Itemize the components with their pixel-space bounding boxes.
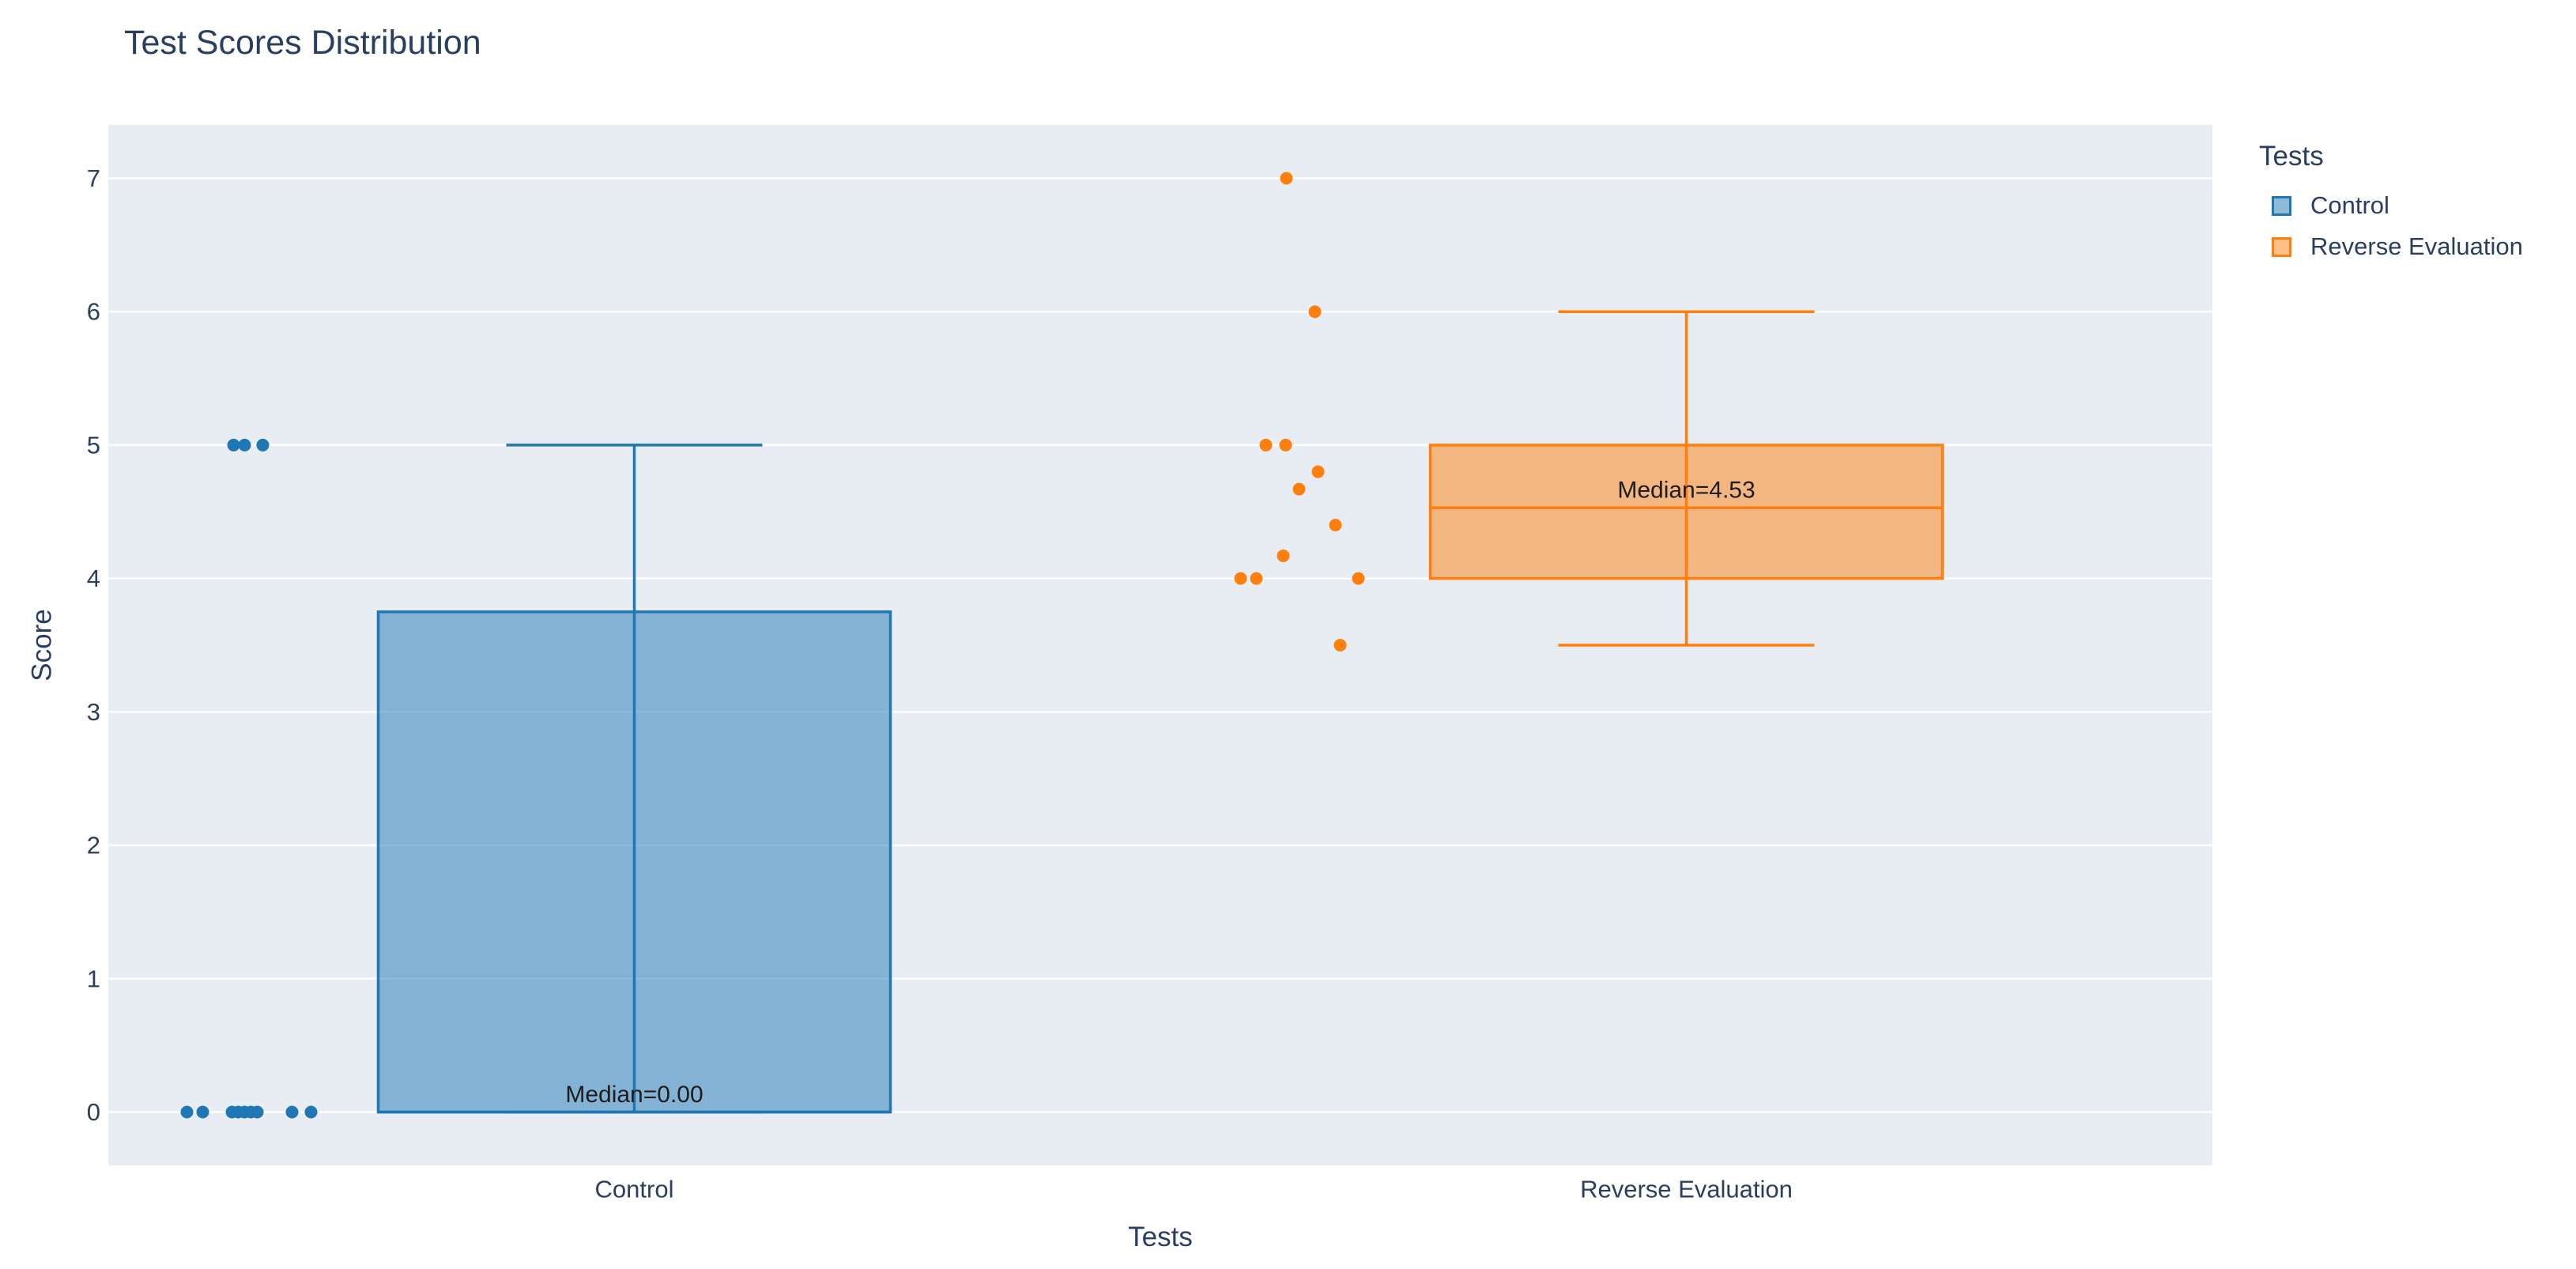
legend-label: Control (2310, 191, 2389, 219)
scatter-point[interactable] (1280, 172, 1293, 185)
scatter-point[interactable] (1277, 549, 1290, 562)
scatter-point[interactable] (304, 1105, 318, 1119)
x-tick-label: Reverse Evaluation (1580, 1176, 1793, 1203)
x-axis-title: Tests (1128, 1222, 1193, 1252)
median-annotation: Median=4.53 (1617, 478, 1755, 504)
scatter-point[interactable] (1234, 572, 1247, 585)
y-tick-label: 1 (87, 965, 100, 992)
legend-title: Tests (2259, 141, 2324, 172)
y-tick-label: 0 (87, 1098, 100, 1126)
legend-items: Control Reverse Evaluation (2259, 185, 2523, 267)
scatter-point[interactable] (256, 438, 270, 451)
scatter-point[interactable] (1333, 639, 1347, 651)
scatter-point[interactable] (1329, 519, 1342, 532)
scatter-point[interactable] (1279, 438, 1292, 451)
legend-item-reverse-evaluation[interactable]: Reverse Evaluation (2272, 226, 2523, 267)
scatter-point[interactable] (1308, 305, 1322, 319)
x-tick-label: Control (595, 1176, 674, 1203)
y-tick-label: 6 (87, 298, 100, 326)
y-tick-label: 2 (87, 832, 100, 859)
scatter-point[interactable] (180, 1105, 194, 1119)
legend: Tests Control Reverse Evaluation (2259, 141, 2523, 267)
median-annotation: Median=0.00 (565, 1082, 703, 1108)
scatter-point[interactable] (238, 438, 251, 451)
legend-swatch (2272, 236, 2291, 257)
legend-label: Reverse Evaluation (2310, 232, 2523, 260)
chart-title: Test Scores Distribution (124, 24, 481, 62)
scatter-point[interactable] (1250, 572, 1263, 585)
box-rect[interactable] (376, 610, 892, 1114)
scatter-point[interactable] (227, 438, 240, 451)
scatter-point[interactable] (1259, 438, 1273, 451)
y-tick-label: 7 (87, 164, 100, 192)
box-rect[interactable] (1428, 444, 1944, 580)
y-tick-label: 3 (87, 698, 100, 726)
legend-swatch (2272, 195, 2291, 216)
legend-item-control[interactable]: Control (2272, 185, 2523, 226)
scatter-point[interactable] (1311, 465, 1325, 478)
scatter-point[interactable] (1352, 572, 1365, 585)
scatter-point[interactable] (251, 1105, 264, 1119)
y-tick-label: 5 (87, 431, 100, 459)
scatter-point[interactable] (285, 1105, 299, 1119)
scatter-point[interactable] (196, 1105, 209, 1119)
scatter-point[interactable] (1292, 482, 1306, 496)
y-axis-title: Score (26, 609, 58, 682)
y-tick-label: 4 (87, 565, 100, 592)
